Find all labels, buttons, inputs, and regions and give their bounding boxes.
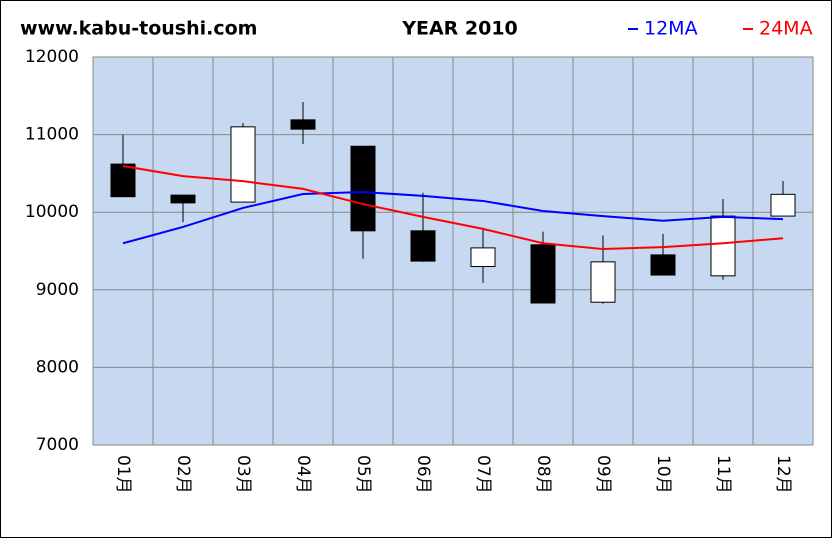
y-tick-label: 10000 [25, 202, 79, 222]
ma-line [122, 165, 784, 251]
candle-body [170, 194, 196, 204]
candle-body [350, 145, 376, 232]
candle-body [590, 261, 616, 303]
x-tick-label: 06月 [413, 455, 433, 494]
x-tick-label: 11月 [713, 455, 733, 494]
candle-body [710, 215, 736, 277]
x-tick-label: 10月 [653, 455, 673, 494]
x-tick-label: 09月 [593, 455, 613, 494]
y-tick-label: 11000 [25, 125, 79, 145]
chart-title: YEAR 2010 [401, 18, 518, 40]
candle-body [770, 193, 796, 217]
x-tick-label: 07月 [473, 455, 493, 494]
x-tick-label: 03月 [233, 455, 253, 494]
ma-line [122, 191, 784, 245]
candle-body [470, 247, 496, 268]
y-tick-label: 12000 [25, 47, 79, 67]
candle-body [290, 119, 316, 130]
x-tick-label: 08月 [533, 455, 553, 494]
y-tick-label: 8000 [36, 357, 79, 377]
y-tick-label: 9000 [36, 280, 79, 300]
y-tick-label: 7000 [36, 435, 79, 455]
candle-body [230, 126, 256, 203]
candle-body [410, 230, 436, 262]
candle-body [650, 254, 676, 276]
legend-label: 24MA [759, 18, 813, 40]
legend-label: 12MA [644, 18, 698, 40]
x-tick-label: 12月 [773, 455, 793, 494]
site-name: www.kabu-toushi.com [20, 18, 257, 40]
x-tick-label: 01月 [113, 455, 133, 494]
x-tick-label: 05月 [353, 455, 373, 494]
x-tick-label: 04月 [293, 455, 313, 494]
candle-body [110, 163, 136, 198]
candle-body [530, 244, 556, 304]
x-tick-label: 02月 [173, 455, 193, 494]
